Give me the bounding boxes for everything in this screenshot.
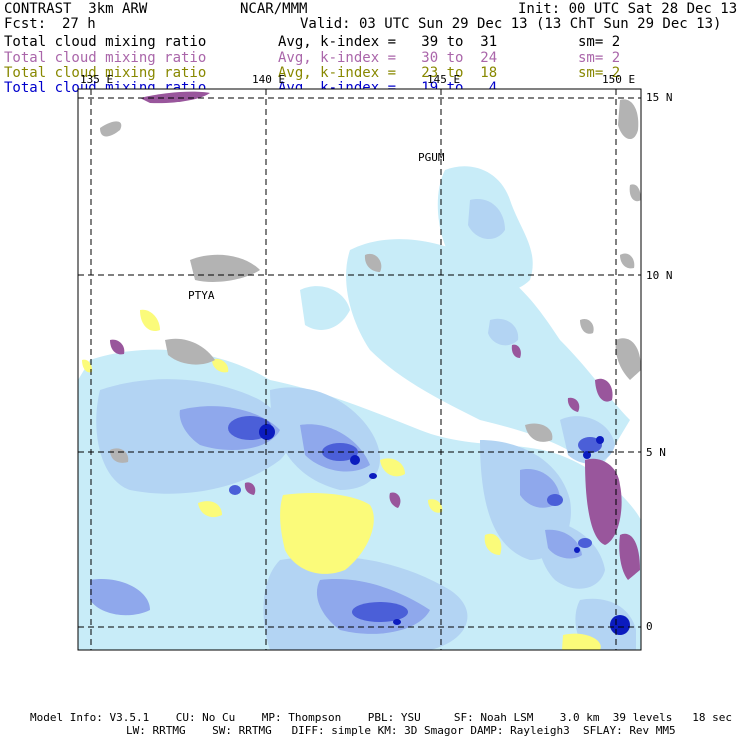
lon-label-145: 145 E xyxy=(427,73,461,86)
cloud-field-yellow xyxy=(82,309,601,650)
lat-label-0: 0 xyxy=(646,620,653,633)
model-info-line2: LW: RRTMG SW: RRTMG DIFF: simple KM: 3D … xyxy=(126,724,676,737)
map-frame xyxy=(77,88,642,651)
forecast-hour: 27 h xyxy=(62,16,96,32)
valid-time: Valid: 03 UTC Sun 29 Dec 13 (13 ChT Sun … xyxy=(300,16,722,32)
legend-sm-2: sm= 2 xyxy=(578,50,621,66)
cloud-field-gray xyxy=(100,99,641,463)
model-title: CONTRAST 3km ARW xyxy=(4,1,148,17)
station-pgum: PGUM xyxy=(418,151,445,164)
legend-kindex-3: Avg, k-index = 23 to 18 xyxy=(278,65,498,81)
lat-lon-grid xyxy=(78,89,641,650)
legend-name-3: Total cloud mixing ratio xyxy=(4,65,207,81)
lat-label-5n: 5 N xyxy=(646,446,666,459)
forecast-label: Fcst: xyxy=(4,16,47,32)
legend-kindex-1: Avg, k-index = 39 to 31 xyxy=(278,34,498,50)
lat-label-15n: 15 N xyxy=(646,91,673,104)
cloud-field-purple xyxy=(110,91,640,580)
legend-name-1: Total cloud mixing ratio xyxy=(4,34,207,50)
model-info-line1: Model Info: V3.5.1 CU: No Cu MP: Thompso… xyxy=(30,711,732,724)
organization: NCAR/MMM xyxy=(240,1,308,17)
lon-label-140: 140 E xyxy=(252,73,286,86)
legend-sm-3: sm= 2 xyxy=(578,65,621,81)
lon-label-150: 150 E xyxy=(602,73,636,86)
cloud-core-deep xyxy=(259,424,630,635)
legend-kindex-2: Avg, k-index = 30 to 24 xyxy=(278,50,498,66)
init-time: Init: 00 UTC Sat 28 Dec 13 xyxy=(518,1,738,17)
station-ptya: PTYA xyxy=(188,289,215,302)
lon-label-135: 135 E xyxy=(80,73,114,86)
legend-sm-1: sm= 2 xyxy=(578,34,621,50)
lat-label-10n: 10 N xyxy=(646,269,673,282)
legend-name-2: Total cloud mixing ratio xyxy=(4,50,207,66)
